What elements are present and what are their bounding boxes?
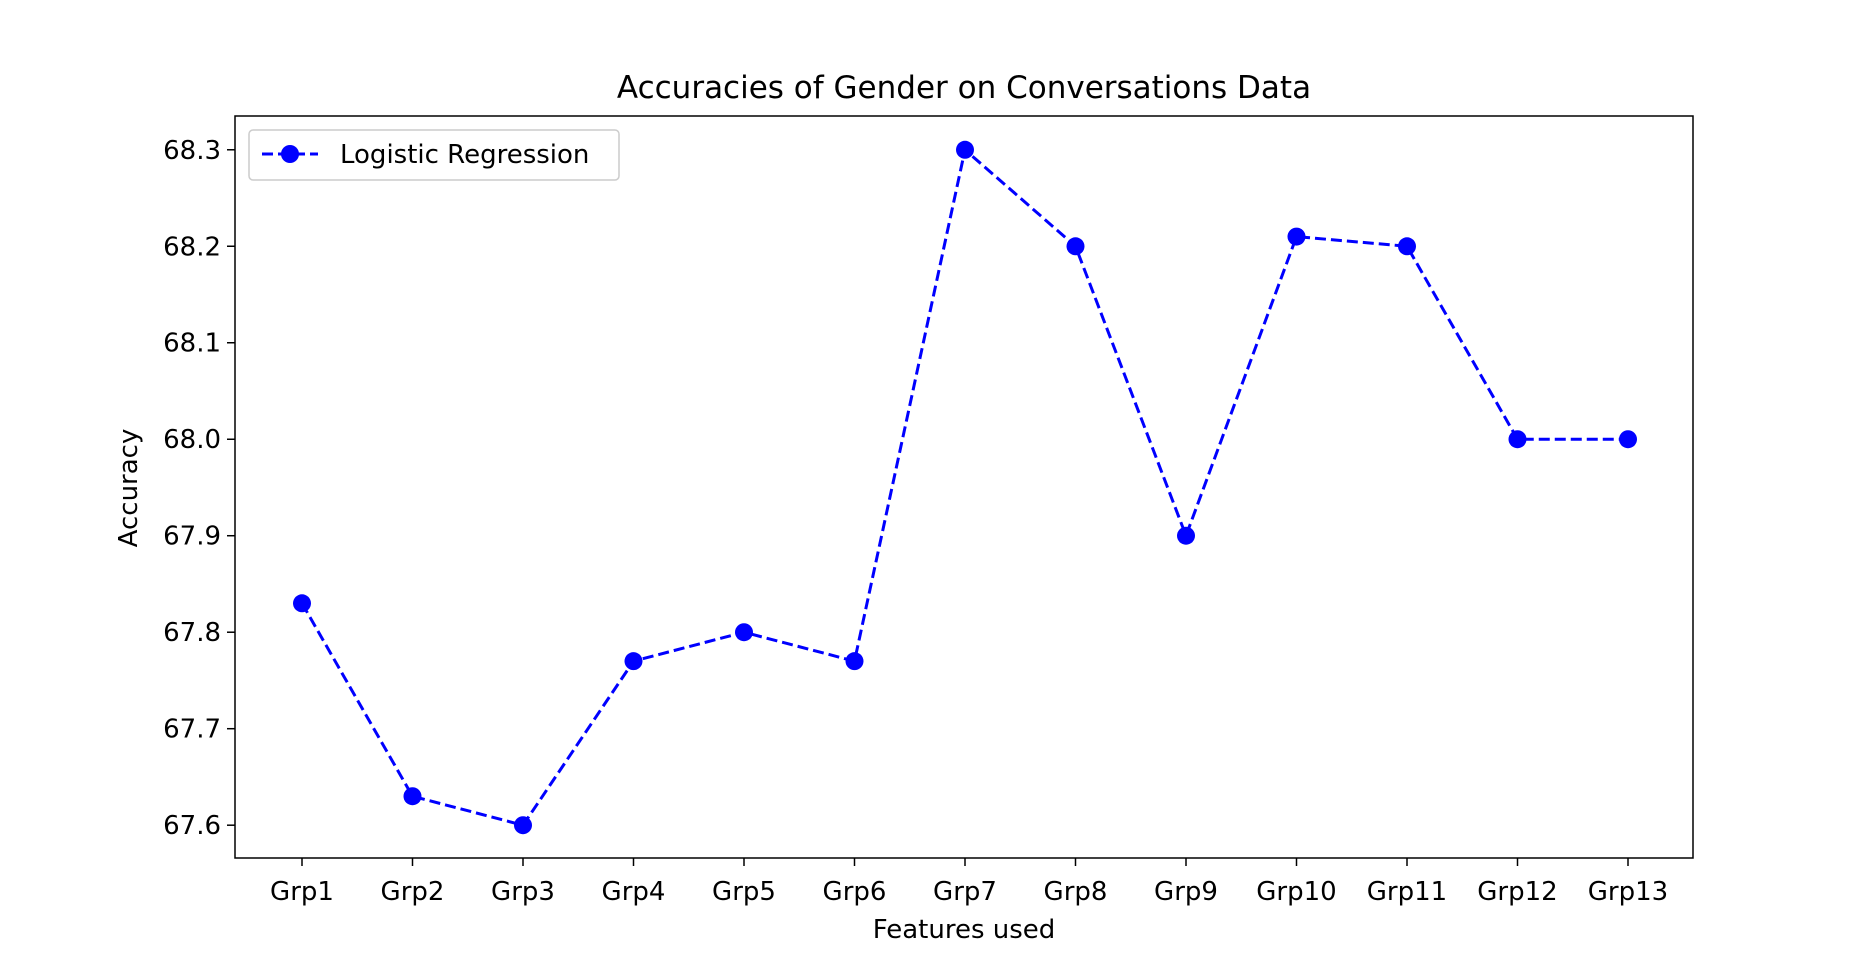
legend-marker bbox=[281, 145, 299, 163]
chart-title: Accuracies of Gender on Conversations Da… bbox=[617, 70, 1311, 106]
data-point bbox=[1066, 237, 1085, 256]
data-point bbox=[403, 787, 422, 806]
y-tick-label: 68.2 bbox=[163, 232, 221, 262]
data-point bbox=[514, 816, 532, 835]
y-tick-label: 68.1 bbox=[163, 329, 221, 359]
y-axis-label: Accuracy bbox=[114, 429, 144, 548]
data-point bbox=[845, 652, 864, 671]
x-tick-label: Grp4 bbox=[602, 877, 666, 907]
data-point bbox=[1287, 227, 1306, 246]
legend: Logistic Regression bbox=[248, 129, 620, 181]
x-tick-label: Grp13 bbox=[1588, 877, 1668, 907]
x-tick-label: Grp6 bbox=[823, 877, 887, 907]
x-tick-label: Grp8 bbox=[1044, 877, 1108, 907]
y-tick-label: 67.8 bbox=[163, 618, 221, 648]
series-line-0 bbox=[300, 146, 1628, 827]
x-tick-label: Grp3 bbox=[491, 877, 555, 907]
legend-label: Logistic Regression bbox=[340, 140, 589, 170]
x-axis-label: Features used bbox=[873, 915, 1056, 945]
x-tick-label: Grp1 bbox=[270, 877, 334, 907]
x-tick-label: Grp9 bbox=[1154, 877, 1218, 907]
plot-layer: 67.6 67.7 67.8 67.9 68.0 68.1 68.2 68.3 Grp1 Grp2… bbox=[163, 136, 1668, 907]
plot-frame bbox=[234, 115, 1694, 859]
y-tick-label: 67.7 bbox=[163, 715, 221, 745]
data-point bbox=[1398, 237, 1416, 256]
legend-box bbox=[248, 129, 620, 181]
data-point bbox=[293, 594, 311, 613]
data-point bbox=[1619, 430, 1637, 449]
data-point bbox=[1177, 526, 1195, 545]
data-point bbox=[1508, 430, 1527, 449]
y-tick-label: 67.9 bbox=[163, 522, 221, 552]
x-tick-label: Grp12 bbox=[1477, 877, 1557, 907]
y-tick-label: 68.3 bbox=[163, 136, 221, 166]
x-tick-label: Grp5 bbox=[712, 877, 776, 907]
y-tick-label: 68.0 bbox=[163, 425, 221, 455]
data-point bbox=[956, 140, 974, 159]
x-tick-label: Grp10 bbox=[1256, 877, 1336, 907]
data-point bbox=[735, 623, 753, 642]
x-tick-label: Grp11 bbox=[1367, 877, 1447, 907]
x-tick-label: Grp7 bbox=[933, 877, 997, 907]
y-tick-label: 67.6 bbox=[163, 811, 221, 841]
data-point bbox=[624, 652, 643, 671]
x-tick-label: Grp2 bbox=[381, 877, 445, 907]
